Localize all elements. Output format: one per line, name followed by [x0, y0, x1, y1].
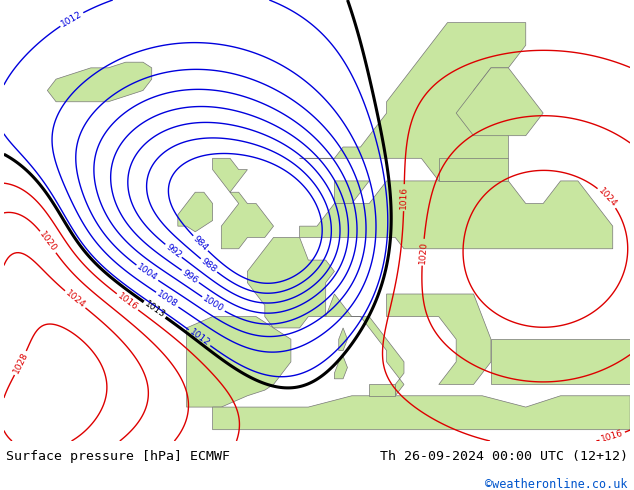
Text: 1013: 1013: [143, 299, 167, 320]
Polygon shape: [186, 317, 291, 407]
Text: 992: 992: [164, 242, 183, 260]
Polygon shape: [334, 181, 369, 203]
Polygon shape: [491, 339, 630, 385]
Polygon shape: [212, 396, 630, 430]
Text: 1016: 1016: [600, 429, 624, 444]
Polygon shape: [300, 23, 526, 181]
Text: 1024: 1024: [597, 186, 618, 209]
Text: 1016: 1016: [115, 292, 139, 313]
Text: Th 26-09-2024 00:00 UTC (12+12): Th 26-09-2024 00:00 UTC (12+12): [380, 450, 628, 463]
Text: 1024: 1024: [63, 289, 87, 310]
Text: 1028: 1028: [11, 351, 30, 375]
Text: Surface pressure [hPa] ECMWF: Surface pressure [hPa] ECMWF: [6, 450, 230, 463]
Text: 1020: 1020: [418, 241, 429, 264]
Polygon shape: [247, 238, 334, 328]
Text: 1012: 1012: [188, 327, 211, 348]
Polygon shape: [439, 158, 508, 181]
Polygon shape: [334, 356, 347, 379]
Text: 1000: 1000: [201, 294, 226, 314]
Polygon shape: [387, 294, 491, 385]
Text: 988: 988: [199, 257, 219, 274]
Polygon shape: [456, 68, 543, 136]
Text: 1004: 1004: [135, 263, 159, 283]
Text: ©weatheronline.co.uk: ©weatheronline.co.uk: [485, 478, 628, 490]
Text: 996: 996: [181, 268, 200, 285]
Text: 1012: 1012: [60, 9, 84, 29]
Polygon shape: [326, 294, 404, 396]
Polygon shape: [339, 328, 347, 350]
Text: 1016: 1016: [399, 186, 409, 209]
Text: 1008: 1008: [155, 290, 179, 310]
Polygon shape: [300, 181, 612, 249]
Text: 984: 984: [191, 234, 210, 253]
Polygon shape: [178, 192, 212, 232]
Polygon shape: [212, 158, 273, 249]
Polygon shape: [48, 62, 152, 102]
Polygon shape: [369, 385, 395, 396]
Text: 1020: 1020: [37, 230, 58, 254]
